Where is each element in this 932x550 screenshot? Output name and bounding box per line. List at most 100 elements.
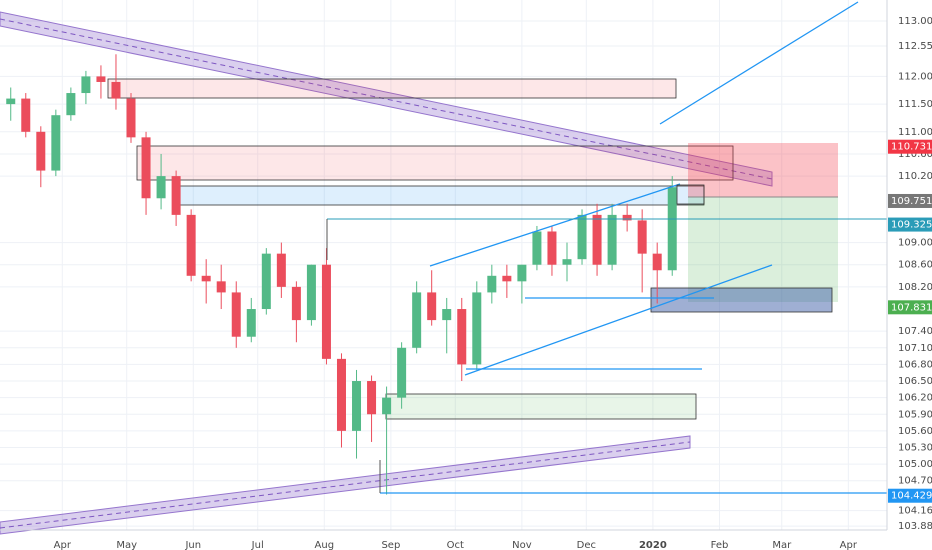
y-tick-label: 108.600: [898, 260, 932, 271]
candle-body: [291, 286, 301, 321]
y-tick-label: 105.300: [898, 442, 932, 453]
x-tick-label: Nov: [512, 540, 532, 550]
candle-body: [652, 253, 662, 271]
price-badge: [888, 488, 932, 503]
y-tick-label: 106.800: [898, 359, 932, 370]
candle-body: [577, 214, 587, 260]
candle-body: [397, 347, 407, 398]
candle-body: [231, 292, 241, 337]
trend-line: [464, 264, 773, 376]
candle-body: [637, 220, 647, 254]
y-tick-label: 106.200: [898, 393, 932, 404]
candle-body: [201, 275, 211, 282]
price-badge: [888, 217, 932, 232]
y-tick-label: 113.000: [898, 16, 932, 27]
candle-body: [81, 76, 91, 94]
candle-body: [21, 98, 31, 132]
x-tick-label: Feb: [711, 540, 729, 550]
candle-body: [276, 253, 286, 287]
price-badge-label: 107.831: [891, 302, 932, 313]
x-tick-label: Aug: [315, 540, 335, 550]
x-tick-label: Sep: [381, 540, 400, 550]
y-tick-label: 109.000: [898, 238, 932, 249]
price-badge: [888, 300, 932, 315]
price-badge-label: 109.751: [891, 196, 932, 207]
y-tick-label: 105.600: [898, 426, 932, 437]
candle-body: [66, 93, 76, 116]
box: [676, 184, 705, 205]
x-tick-label: Apr: [840, 540, 858, 550]
candles: [6, 54, 677, 495]
y-tick-label: 106.500: [898, 376, 932, 387]
x-tick-label: May: [116, 540, 137, 550]
candle-body: [532, 231, 542, 265]
candle-body: [592, 214, 602, 265]
candle-body: [156, 176, 166, 199]
channel-band: [0, 11, 773, 187]
y-tick-label: 105.900: [898, 409, 932, 420]
candle-body: [622, 214, 632, 221]
candle-body: [562, 259, 572, 265]
price-badge-label: 110.731: [891, 142, 932, 153]
y-tick-label: 110.600: [898, 149, 932, 160]
candle-body: [216, 281, 226, 293]
x-tick-label: Oct: [447, 540, 464, 550]
candle-body: [442, 309, 452, 321]
candle-body: [517, 264, 527, 282]
price-badge: [888, 193, 932, 208]
candle-body: [321, 264, 331, 359]
candle-body: [261, 253, 271, 310]
x-tick-label: 2020: [639, 540, 667, 550]
candle-body: [111, 81, 121, 99]
candle-body: [126, 98, 136, 138]
candle-body: [51, 115, 61, 171]
x-tick-label: Apr: [54, 540, 72, 550]
price-badge: [888, 139, 932, 154]
y-tick-label: 103.880: [898, 521, 932, 532]
y-tick-label: 108.200: [898, 282, 932, 293]
y-tick-label: 104.160: [898, 506, 932, 517]
x-tick-label: Dec: [577, 540, 596, 550]
price-badge-label: 109.325: [891, 220, 932, 231]
candle-body: [472, 292, 482, 365]
x-tick-label: Mar: [772, 540, 792, 550]
trend-line: [659, 1, 859, 125]
supply-zone: [136, 145, 734, 181]
channel-band: [0, 435, 691, 535]
candle-body: [367, 381, 377, 415]
demand-zone: [385, 393, 697, 420]
y-tick-label: 107.100: [898, 343, 932, 354]
target-area: [688, 197, 838, 302]
candle-body: [336, 358, 346, 431]
candle-body: [502, 275, 512, 282]
candle-body: [6, 98, 16, 105]
zone: [650, 287, 833, 313]
candle-body: [412, 292, 422, 348]
candle-body: [306, 264, 316, 321]
candle-body: [36, 131, 46, 171]
drawings-back: [0, 11, 838, 535]
axes: 113.000 112.550 112.000 111.500 111.000 110.6…: [54, 16, 932, 550]
candle-body: [96, 76, 106, 82]
candle-body: [427, 292, 437, 321]
candle-body: [457, 309, 467, 365]
y-tick-label: 110.200: [898, 171, 932, 182]
x-tick-label: Jun: [184, 540, 201, 550]
price-badge-label: 104.429: [891, 491, 932, 502]
channel-mid: [0, 18, 773, 180]
candle-body: [141, 137, 151, 199]
y-tick-label: 112.550: [898, 41, 932, 52]
price-axis: [887, 0, 932, 550]
candle-body: [667, 187, 677, 271]
trend-line: [429, 183, 681, 267]
candle-body: [352, 381, 362, 431]
x-tick-label: Jul: [251, 540, 264, 550]
candle-body: [246, 309, 256, 337]
candle-body: [607, 214, 617, 265]
y-tick-label: 112.000: [898, 71, 932, 82]
drawings-front: [326, 1, 887, 494]
candle-body: [382, 397, 392, 415]
y-tick-label: 111.500: [898, 99, 932, 110]
supply-zone: [107, 78, 677, 99]
